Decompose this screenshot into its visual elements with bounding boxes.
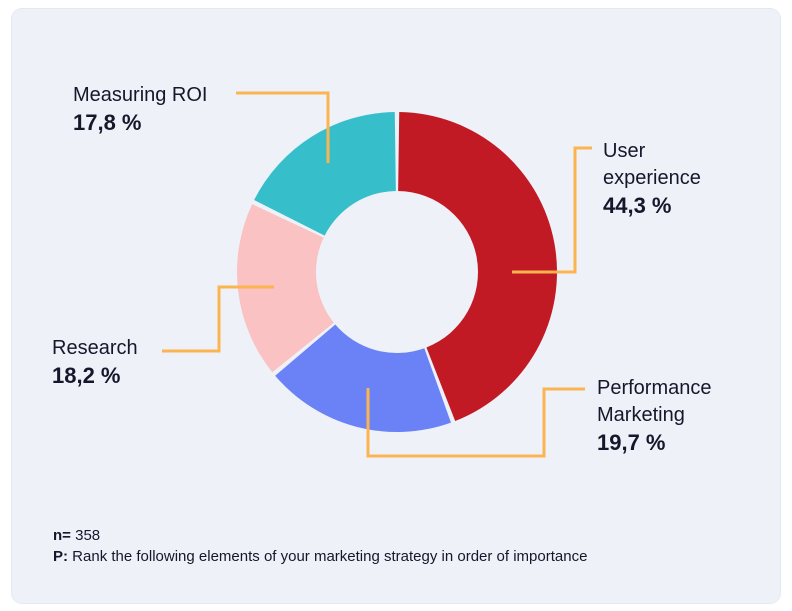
slice-value: 19,7 % [597,430,666,455]
slice-label-user-experience: User experience 44,3 % [603,138,733,219]
sample-size-label: n= [53,527,71,544]
question-text: Rank the following elements of your mark… [72,548,588,565]
leader-line-user-experience [512,146,592,274]
slice-label-research: Research 18,2 % [52,335,138,389]
leader-line-performance-marketing [366,387,585,458]
chart-card [12,9,780,603]
slice-performance-marketing [275,324,451,432]
slice-value: 17,8 % [73,110,142,135]
slice-name: User experience [603,140,701,189]
question-label: P: [53,548,68,565]
slice-name: Research [52,337,138,359]
slice-name: Measuring ROI [73,84,208,106]
slice-label-performance-marketing: Performance Marketing 19,7 % [597,375,747,456]
sample-size-value: 358 [75,527,101,544]
sample-size-note: n= 358 [53,525,100,546]
leader-line-measuring-roi [236,91,330,163]
leader-line-research [162,285,274,353]
slice-user-experience [398,112,557,422]
slice-name: Performance Marketing [597,377,712,426]
slice-label-measuring-roi: Measuring ROI 17,8 % [73,82,208,136]
slice-research [236,204,334,373]
slice-value: 18,2 % [52,363,121,388]
survey-question-note: P: Rank the following elements of your m… [53,546,587,567]
slice-measuring-roi [254,112,396,236]
donut-slices [236,112,557,432]
leader-lines [162,91,592,458]
slice-value: 44,3 % [603,193,672,218]
